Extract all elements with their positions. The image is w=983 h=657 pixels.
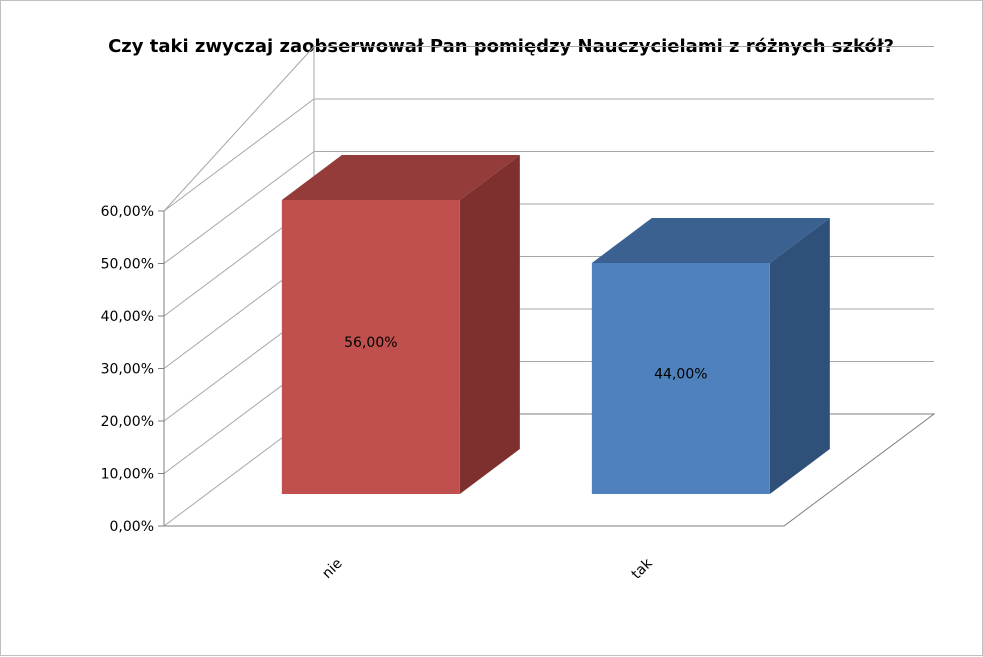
y-tick-label: 60,00% <box>101 204 154 220</box>
bar-top-tak <box>591 218 830 263</box>
y-tick-label: 30,00% <box>101 362 154 378</box>
category-label-nie: nie <box>319 556 345 582</box>
category-label-tak: tak <box>629 555 657 583</box>
data-label-tak: 44,00% <box>654 367 707 383</box>
y-tick-label: 20,00% <box>101 414 154 430</box>
y-tick-label: 10,00% <box>101 467 154 483</box>
bar-tak <box>591 263 770 494</box>
y-tick-label: 0,00% <box>110 519 154 535</box>
y-tick-label: 40,00% <box>101 309 154 325</box>
bar-nie <box>281 200 460 494</box>
data-label-nie: 56,00% <box>344 335 397 351</box>
bar-side-tak <box>769 218 830 494</box>
bar-side-nie <box>459 155 520 494</box>
y-tick-label: 50,00% <box>101 257 154 273</box>
side-wall-gridline <box>163 98 315 212</box>
bar-top-nie <box>281 155 520 200</box>
side-wall-gridline <box>163 46 315 212</box>
side-wall-gridline <box>163 151 315 264</box>
